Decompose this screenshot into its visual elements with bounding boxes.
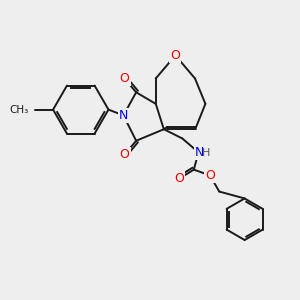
Text: O: O: [120, 148, 130, 161]
Text: CH₃: CH₃: [10, 105, 29, 115]
Text: H: H: [202, 148, 211, 158]
Text: N: N: [195, 146, 204, 159]
Text: N: N: [119, 109, 128, 122]
Text: O: O: [170, 49, 180, 62]
Text: O: O: [174, 172, 184, 185]
Text: O: O: [120, 72, 130, 85]
Text: O: O: [205, 169, 215, 182]
